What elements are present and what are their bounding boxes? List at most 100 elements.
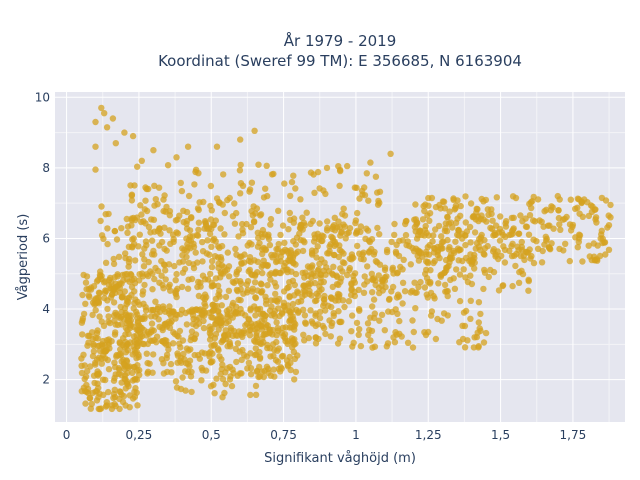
- data-point: [202, 276, 209, 283]
- data-point: [112, 402, 119, 410]
- data-point: [289, 300, 297, 308]
- data-point: [97, 268, 104, 275]
- data-point: [272, 268, 279, 275]
- data-point: [243, 353, 251, 360]
- data-point: [335, 218, 342, 225]
- data-point: [83, 273, 91, 280]
- data-point: [165, 346, 172, 353]
- data-point: [219, 375, 227, 383]
- data-point: [273, 319, 280, 326]
- data-point: [290, 259, 297, 266]
- data-point: [142, 307, 150, 314]
- data-point: [92, 118, 99, 126]
- data-point: [279, 324, 287, 331]
- data-point: [200, 324, 208, 332]
- x-tick-label: 1,75: [560, 428, 587, 442]
- data-point: [132, 349, 139, 357]
- data-point: [206, 230, 214, 238]
- data-point: [112, 363, 119, 371]
- data-point: [415, 283, 422, 291]
- data-point: [272, 290, 279, 298]
- data-point: [277, 258, 284, 265]
- data-point: [165, 283, 172, 290]
- data-point: [99, 342, 106, 350]
- data-point: [232, 245, 239, 253]
- data-point: [411, 224, 419, 231]
- data-point: [213, 143, 221, 150]
- data-point: [117, 350, 124, 357]
- data-point: [125, 259, 133, 266]
- data-point: [327, 333, 334, 340]
- data-point: [594, 242, 601, 249]
- data-point: [135, 326, 142, 334]
- data-point: [480, 285, 487, 293]
- data-point: [490, 268, 498, 276]
- data-point: [198, 377, 205, 384]
- data-point: [301, 337, 308, 344]
- data-point: [211, 390, 218, 397]
- data-point: [284, 338, 292, 345]
- data-point: [446, 208, 453, 215]
- data-point: [497, 213, 504, 220]
- data-point: [511, 252, 518, 259]
- data-point: [208, 279, 215, 286]
- data-point: [423, 229, 430, 237]
- data-point: [209, 257, 216, 265]
- data-point: [352, 217, 360, 224]
- data-point: [98, 203, 105, 210]
- data-point: [139, 291, 146, 298]
- data-point: [384, 340, 392, 347]
- data-point: [96, 347, 104, 354]
- data-point: [84, 367, 91, 375]
- data-point: [232, 310, 239, 317]
- data-point: [268, 303, 275, 310]
- data-point: [344, 271, 351, 279]
- data-point: [301, 274, 308, 281]
- data-point: [215, 260, 222, 267]
- data-point: [485, 273, 492, 281]
- data-point: [323, 264, 330, 271]
- data-point: [292, 241, 299, 248]
- data-point: [360, 289, 368, 296]
- data-point: [346, 264, 353, 272]
- data-point: [239, 220, 246, 228]
- data-point: [252, 382, 260, 390]
- data-point: [375, 272, 382, 279]
- x-tick-label: 0,75: [270, 428, 297, 442]
- data-point: [103, 402, 110, 409]
- data-point: [324, 218, 331, 225]
- data-point: [441, 281, 449, 289]
- data-point: [113, 236, 121, 243]
- data-point: [257, 212, 264, 219]
- data-point: [386, 295, 393, 303]
- data-point: [105, 210, 112, 218]
- data-point: [320, 296, 327, 303]
- data-point: [89, 389, 96, 397]
- data-point: [252, 271, 259, 278]
- data-point: [330, 263, 337, 270]
- data-point: [195, 219, 203, 226]
- data-point: [82, 300, 89, 307]
- data-point: [310, 171, 317, 178]
- data-point: [224, 249, 231, 256]
- data-point: [596, 252, 604, 260]
- data-point: [284, 363, 292, 370]
- data-point: [322, 271, 329, 278]
- data-point: [319, 322, 326, 330]
- data-point: [136, 277, 143, 284]
- data-point: [126, 319, 133, 326]
- data-point: [233, 303, 240, 310]
- data-point: [218, 242, 226, 250]
- y-tick-label: 8: [42, 161, 50, 175]
- data-point: [224, 196, 231, 204]
- data-point: [138, 157, 145, 164]
- data-point: [121, 343, 128, 351]
- data-point: [195, 226, 202, 233]
- data-point: [114, 273, 121, 280]
- data-point: [90, 283, 98, 290]
- data-point: [286, 209, 293, 217]
- data-point: [462, 219, 469, 226]
- data-point: [447, 219, 454, 226]
- data-point: [290, 219, 297, 226]
- data-point: [183, 220, 190, 228]
